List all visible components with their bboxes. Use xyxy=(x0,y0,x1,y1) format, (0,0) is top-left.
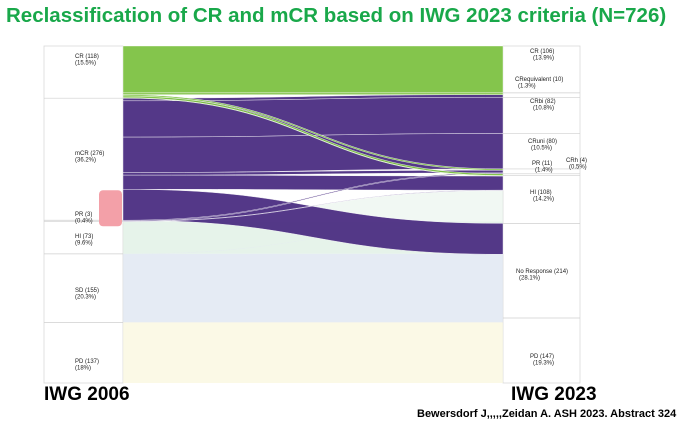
right-node-label-crh: CRh (4) xyxy=(566,158,587,164)
right-node-label-cruni: CRuni (80) xyxy=(528,139,557,145)
flow-sd-to-hi xyxy=(123,222,503,255)
left-node-label-cr: CR (118) xyxy=(75,54,99,60)
left-node-label-mcr: mCR (276) xyxy=(75,151,104,157)
right-node-pct-cruni: (10.5%) xyxy=(531,146,552,152)
left-node-label-hi: HI (73) xyxy=(75,234,93,240)
left-node-pct-sd: (20.3%) xyxy=(75,295,96,301)
flow-cr-to-pr xyxy=(122,94,504,171)
left-node-label-pr: PR (3) xyxy=(75,212,92,218)
flow-mcr-to-crbi xyxy=(122,97,504,138)
right-node-label-crequivalent: CRequivalent (10) xyxy=(515,77,563,83)
right-node-label-crbi: CRbi (82) xyxy=(530,99,556,105)
right-node-pct-crequivalent: (1.3%) xyxy=(518,84,536,90)
right-node-pct-no-response: (28.1%) xyxy=(519,276,540,282)
right-node-label-no-response: No Response (214) xyxy=(516,269,568,275)
left-node-pct-pr: (0.4%) xyxy=(75,219,93,225)
right-node-label-pr: PR (11) xyxy=(532,161,552,167)
right-node-pct-pd: (19.3%) xyxy=(533,361,554,367)
flow-pr-to-hi xyxy=(122,189,504,222)
right-node-label-pd: PD (147) xyxy=(530,354,554,360)
flow-sd-to-pd xyxy=(123,317,503,323)
right-node-pct-pr: (1.4%) xyxy=(535,168,553,174)
flow-sd-to-nr xyxy=(123,254,503,318)
left-node-pct-cr: (15.5%) xyxy=(75,61,96,67)
right-node-pct-crh: (0.5%) xyxy=(569,165,587,171)
left-node-pct-mcr: (36.2%) xyxy=(75,158,96,164)
citation: Bewersdorf J,,,,,Zeidan A. ASH 2023. Abs… xyxy=(417,408,677,420)
left-node-label-pd: PD (137) xyxy=(75,359,99,365)
chart-title: Reclassification of CR and mCR based on … xyxy=(6,4,667,27)
right-node-column xyxy=(502,45,581,384)
right-node-label-hi: HI (108) xyxy=(530,190,552,196)
right-node-label-cr: CR (106) xyxy=(530,49,554,55)
flow-cr-to-cr xyxy=(122,45,504,94)
flow-mcr-to-hi xyxy=(122,174,504,191)
right-node-pct-cr: (13.9%) xyxy=(533,56,554,62)
left-node-label-sd: SD (155) xyxy=(75,288,99,294)
flow-cr-to-hi xyxy=(122,97,504,177)
flow-pd-to-pd xyxy=(123,322,503,383)
flow-mcr-to-nr xyxy=(122,189,504,255)
right-node-pct-crbi: (10.8%) xyxy=(533,106,554,112)
right-axis-label: IWG 2023 xyxy=(511,384,597,405)
flow-cr-to-creq xyxy=(122,92,504,95)
left-node-pct-pd: (18%) xyxy=(75,366,91,372)
left-axis-label: IWG 2006 xyxy=(44,384,130,405)
left-node-pct-hi: (9.6%) xyxy=(75,241,93,247)
right-node-pct-hi: (14.2%) xyxy=(533,197,554,203)
pr-highlight-marker xyxy=(99,190,122,227)
